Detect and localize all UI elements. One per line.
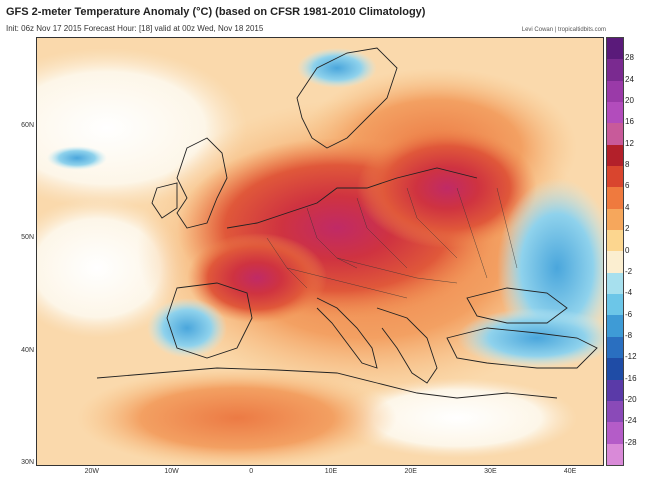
- saharan-pale-region: [337, 378, 577, 458]
- colorbar-cell: [607, 123, 623, 145]
- cool-anomaly-scandinavia: [297, 48, 377, 88]
- colorbar-label: -16: [625, 373, 637, 383]
- colorbar-label: 28: [625, 53, 634, 63]
- colorbar-label: -28: [625, 437, 637, 447]
- colorbar-cell: [607, 422, 623, 444]
- colorbar-cell: [607, 38, 623, 60]
- longitude-label: 10E: [324, 468, 338, 475]
- colorbar-cell: [607, 102, 623, 124]
- colorbar-label: -12: [625, 352, 637, 362]
- longitude-label: 30E: [484, 468, 497, 475]
- colorbar-label: -20: [625, 394, 637, 404]
- colorbar-label: 8: [625, 160, 630, 170]
- longitude-label: 0: [249, 468, 254, 475]
- longitude-label: 20E: [404, 468, 417, 475]
- longitude-label: 20W: [84, 468, 99, 475]
- cool-anomaly-atlantic: [47, 146, 107, 170]
- colorbar-label: 24: [625, 74, 634, 84]
- colorbar-label: 16: [625, 117, 634, 127]
- hot-anomaly-poland: [357, 128, 537, 248]
- colorbar-label: -8: [625, 330, 633, 340]
- colorbar-cell: [607, 230, 623, 252]
- colorbar-label: 4: [625, 202, 630, 212]
- colorbar-cell: [607, 59, 623, 81]
- anomaly-map-svg: [37, 38, 603, 465]
- colorbar-cell: [607, 166, 623, 188]
- cool-anomaly-iberia: [147, 298, 227, 358]
- country-borders: [266, 187, 518, 299]
- colorbar-cell: [607, 251, 623, 273]
- map-credit: Levi Cowan | tropicaltidbits.com: [521, 27, 606, 33]
- coastlines: [96, 47, 598, 399]
- latitude-label: 50N: [21, 234, 34, 242]
- warm-anomaly-africa: [77, 368, 397, 465]
- colorbar-cell: [607, 400, 623, 423]
- colorbar-cell: [607, 379, 623, 401]
- colorbar-cell: [607, 443, 623, 465]
- colorbar-cell: [607, 336, 623, 359]
- colorbar-label: 2: [625, 224, 630, 234]
- longitude-label: 40E: [563, 468, 577, 475]
- colorbar-label: -4: [625, 288, 633, 298]
- colorbar-cell: [607, 358, 623, 380]
- cool-anomaly-turkey: [457, 308, 603, 368]
- colorbar-label: 0: [625, 245, 630, 255]
- colorbar-label: 20: [625, 96, 634, 106]
- colorbar-label: -2: [625, 266, 633, 276]
- colorbar-label: 6: [625, 181, 630, 191]
- colorbar: [606, 37, 624, 466]
- colorbar-cell: [607, 80, 623, 103]
- colorbar-cell: [607, 144, 623, 167]
- colorbar-cell: [607, 272, 623, 295]
- latitude-label: 60N: [21, 121, 34, 129]
- colorbar-label: 12: [625, 138, 634, 148]
- colorbar-cell: [607, 187, 623, 209]
- longitude-label: 10W: [164, 468, 179, 475]
- colorbar-cell: [607, 208, 623, 231]
- hot-anomaly-france: [187, 233, 327, 323]
- latitude-label: 40N: [21, 346, 34, 354]
- latitude-label: 30N: [21, 459, 34, 466]
- anomaly-map: [36, 37, 604, 466]
- colorbar-cell: [607, 294, 623, 316]
- colorbar-cell: [607, 315, 623, 337]
- colorbar-label: -6: [625, 309, 633, 319]
- map-subtitle: Init: 06z Nov 17 2015 Forecast Hour: [18…: [6, 24, 264, 33]
- colorbar-label: -24: [625, 416, 637, 426]
- map-title: GFS 2-meter Temperature Anomaly (°C) (ba…: [6, 6, 426, 18]
